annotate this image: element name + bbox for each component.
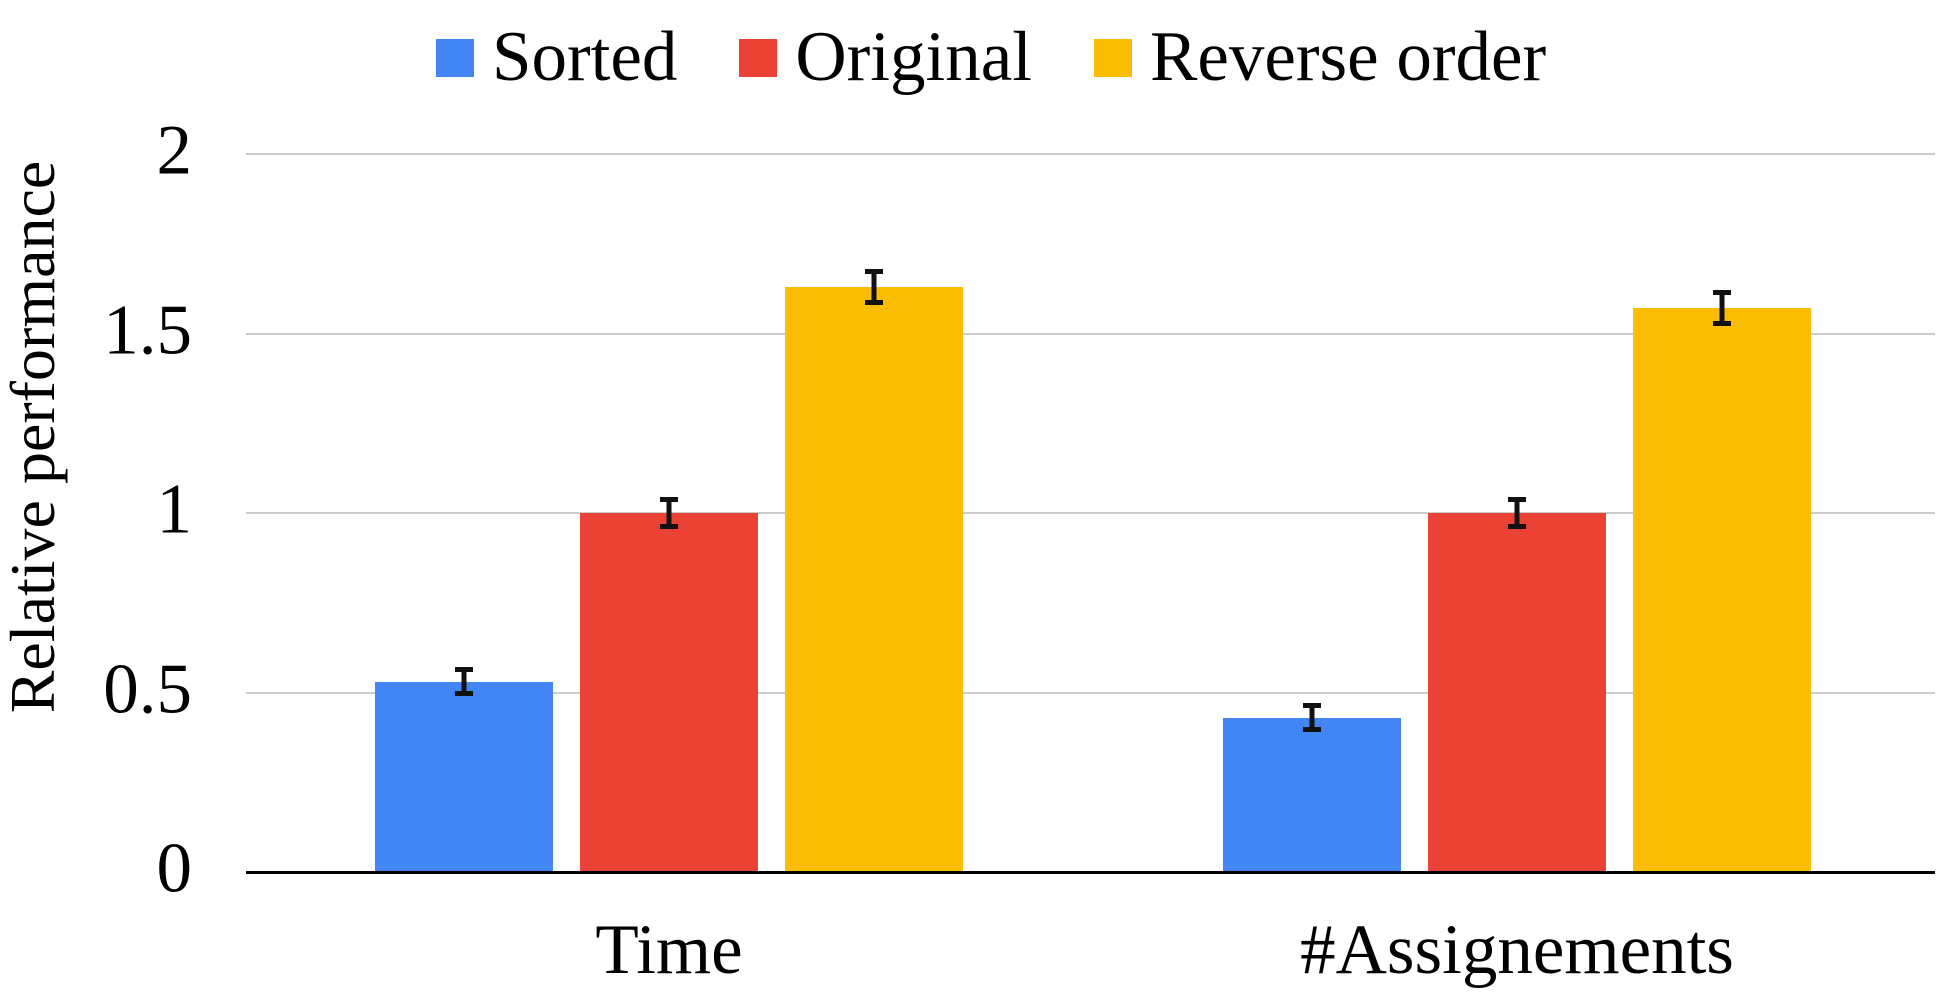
- error-bar-line: [1309, 703, 1315, 732]
- x-category-label-#Assignements: #Assignements: [1300, 911, 1734, 989]
- bar-Time-Reverse order: [785, 286, 963, 874]
- y-tick-label-0: 0: [156, 829, 193, 908]
- y-tick-label-2: 2: [156, 111, 193, 190]
- error-bar-line: [1514, 496, 1520, 530]
- error-bar-cap: [1303, 726, 1321, 732]
- legend-item-sorted: Sorted: [436, 22, 677, 93]
- legend-label: Reverse order: [1149, 18, 1547, 96]
- chart-legend: Sorted Original Reverse order: [436, 22, 1546, 93]
- bar-Time-Sorted: [375, 681, 553, 874]
- x-axis-line: [246, 871, 1935, 874]
- error-bar-line: [461, 667, 467, 697]
- error-bar-cap: [1508, 496, 1526, 502]
- error-bar-cap: [660, 524, 678, 530]
- error-bar-cap: [455, 667, 473, 673]
- error-bar-Time-Reverse order: [865, 268, 883, 305]
- y-tick-label-1: 1: [156, 470, 193, 549]
- legend-item-original: Original: [739, 22, 1032, 93]
- error-bar-Time-Original: [660, 496, 678, 530]
- legend-label: Sorted: [492, 18, 678, 96]
- x-category-label-Time: Time: [595, 911, 743, 989]
- error-bar-cap: [865, 268, 883, 274]
- legend-item-reverse-order: Reverse order: [1093, 18, 1547, 96]
- error-bar-line: [1719, 290, 1725, 327]
- gridline-1.5: [246, 332, 1935, 335]
- error-bar-line: [871, 268, 877, 305]
- bar-#Assignements-Reverse order: [1633, 308, 1811, 874]
- gridline-0.5: [246, 691, 1935, 694]
- gridline-1: [246, 512, 1935, 514]
- y-tick-label-0.5: 0.5: [103, 650, 192, 729]
- error-bar-#Assignements-Reverse order: [1713, 290, 1731, 327]
- error-bar-#Assignements-Sorted: [1303, 703, 1321, 732]
- error-bar-Time-Sorted: [455, 667, 473, 697]
- legend-swatch-icon: [739, 38, 778, 77]
- legend-swatch-icon: [1093, 38, 1132, 77]
- legend-label: Original: [795, 18, 1032, 96]
- bar-Time-Original: [580, 513, 758, 874]
- error-bar-#Assignements-Original: [1508, 496, 1526, 530]
- legend-swatch-icon: [436, 38, 474, 77]
- error-bar-cap: [1713, 321, 1731, 327]
- error-bar-cap: [1508, 524, 1526, 530]
- error-bar-cap: [455, 691, 473, 697]
- bar-#Assignements-Sorted: [1223, 717, 1401, 874]
- error-bar-cap: [1713, 290, 1731, 296]
- error-bar-cap: [660, 496, 678, 502]
- y-axis-title: Relative performance: [0, 160, 68, 714]
- bar-#Assignements-Original: [1428, 513, 1606, 874]
- gridline-2: [246, 153, 1935, 155]
- error-bar-cap: [865, 299, 883, 305]
- error-bar-cap: [1303, 703, 1321, 709]
- error-bar-line: [666, 496, 672, 530]
- y-tick-label-1.5: 1.5: [103, 291, 192, 370]
